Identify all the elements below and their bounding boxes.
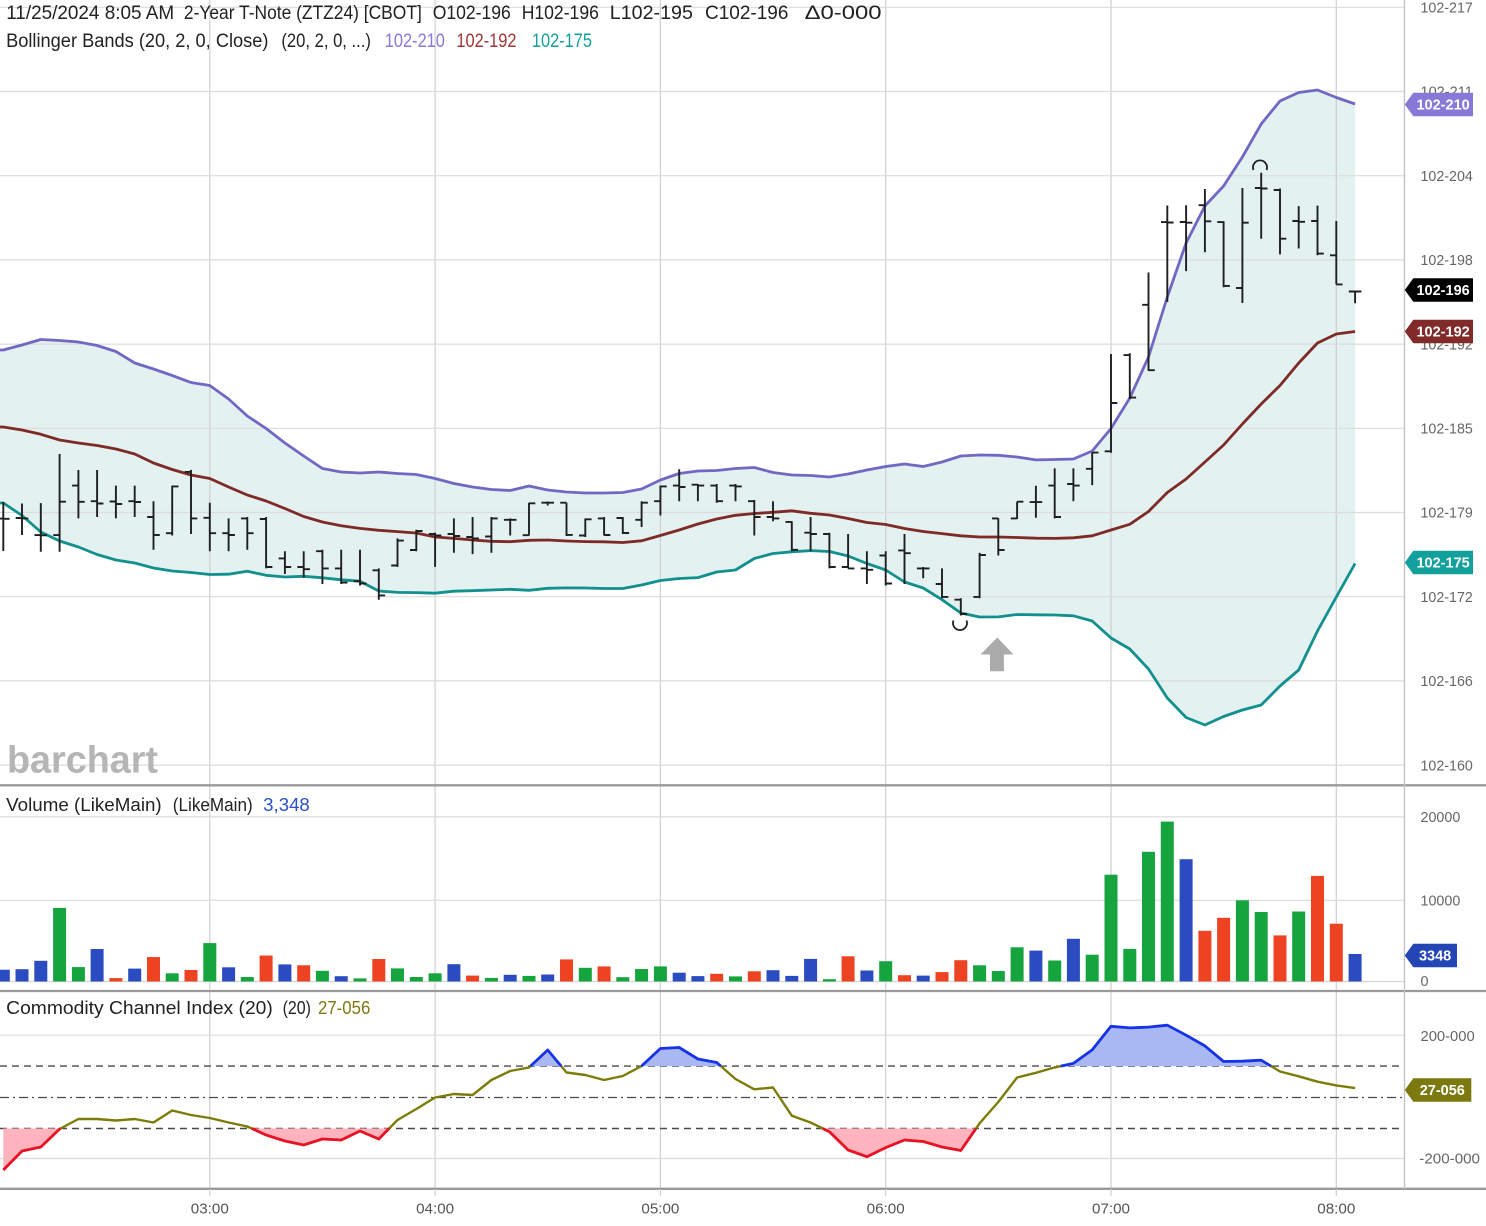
svg-text:(LikeMain): (LikeMain) [173, 795, 253, 815]
svg-text:-200-000: -200-000 [1419, 1152, 1480, 1168]
svg-text:20000: 20000 [1421, 810, 1461, 826]
svg-text:102-172: 102-172 [1421, 590, 1473, 606]
svg-text:3,348: 3,348 [263, 795, 310, 815]
svg-text:Bollinger Bands (20, 2, 0, Clo: Bollinger Bands (20, 2, 0, Close) [6, 31, 268, 52]
svg-text:102-175: 102-175 [532, 31, 592, 52]
svg-text:27-056: 27-056 [318, 998, 370, 1018]
svg-text:102-210: 102-210 [385, 31, 445, 52]
svg-text:102-160: 102-160 [1421, 758, 1473, 774]
svg-text:Commodity Channel Index (20): Commodity Channel Index (20) [6, 998, 273, 1018]
svg-text:07:00: 07:00 [1092, 1201, 1130, 1218]
svg-text:102-204: 102-204 [1421, 169, 1473, 185]
svg-text:11/25/2024 8:05 AM: 11/25/2024 8:05 AM [6, 3, 174, 24]
svg-text:102-217: 102-217 [1421, 1, 1473, 17]
svg-text:03:00: 03:00 [191, 1201, 229, 1218]
svg-text:2-Year T-Note (ZTZ24) [CBOT]: 2-Year T-Note (ZTZ24) [CBOT] [184, 3, 422, 24]
svg-text:27-056: 27-056 [1420, 1083, 1465, 1099]
svg-text:H102-196: H102-196 [522, 3, 599, 24]
svg-text:(20, 2, 0, ...): (20, 2, 0, ...) [281, 31, 371, 52]
svg-text:3348: 3348 [1419, 949, 1451, 965]
svg-text:102-192: 102-192 [1416, 325, 1469, 341]
svg-text:C102-196: C102-196 [705, 3, 788, 24]
svg-text:102-185: 102-185 [1421, 422, 1473, 438]
svg-text:10000: 10000 [1421, 894, 1461, 910]
svg-text:O102-196: O102-196 [433, 3, 511, 24]
svg-text:04:00: 04:00 [416, 1201, 454, 1218]
svg-text:0: 0 [1421, 974, 1429, 990]
svg-text:102-192: 102-192 [456, 31, 516, 52]
svg-text:102-196: 102-196 [1416, 283, 1469, 299]
svg-text:102-210: 102-210 [1416, 98, 1469, 114]
svg-text:05:00: 05:00 [641, 1201, 679, 1218]
svg-text:08:00: 08:00 [1317, 1201, 1355, 1218]
svg-text:barchart: barchart [7, 740, 158, 782]
svg-text:(20): (20) [283, 998, 311, 1018]
svg-text:Δ0-000: Δ0-000 [805, 3, 882, 24]
svg-text:L102-195: L102-195 [610, 3, 693, 24]
svg-text:102-179: 102-179 [1421, 506, 1473, 522]
svg-text:102-198: 102-198 [1421, 253, 1473, 269]
svg-text:102-166: 102-166 [1421, 674, 1473, 690]
svg-text:06:00: 06:00 [867, 1201, 905, 1218]
svg-text:102-175: 102-175 [1416, 556, 1469, 572]
svg-text:200-000: 200-000 [1421, 1029, 1475, 1045]
svg-text:Volume (LikeMain): Volume (LikeMain) [6, 795, 162, 815]
